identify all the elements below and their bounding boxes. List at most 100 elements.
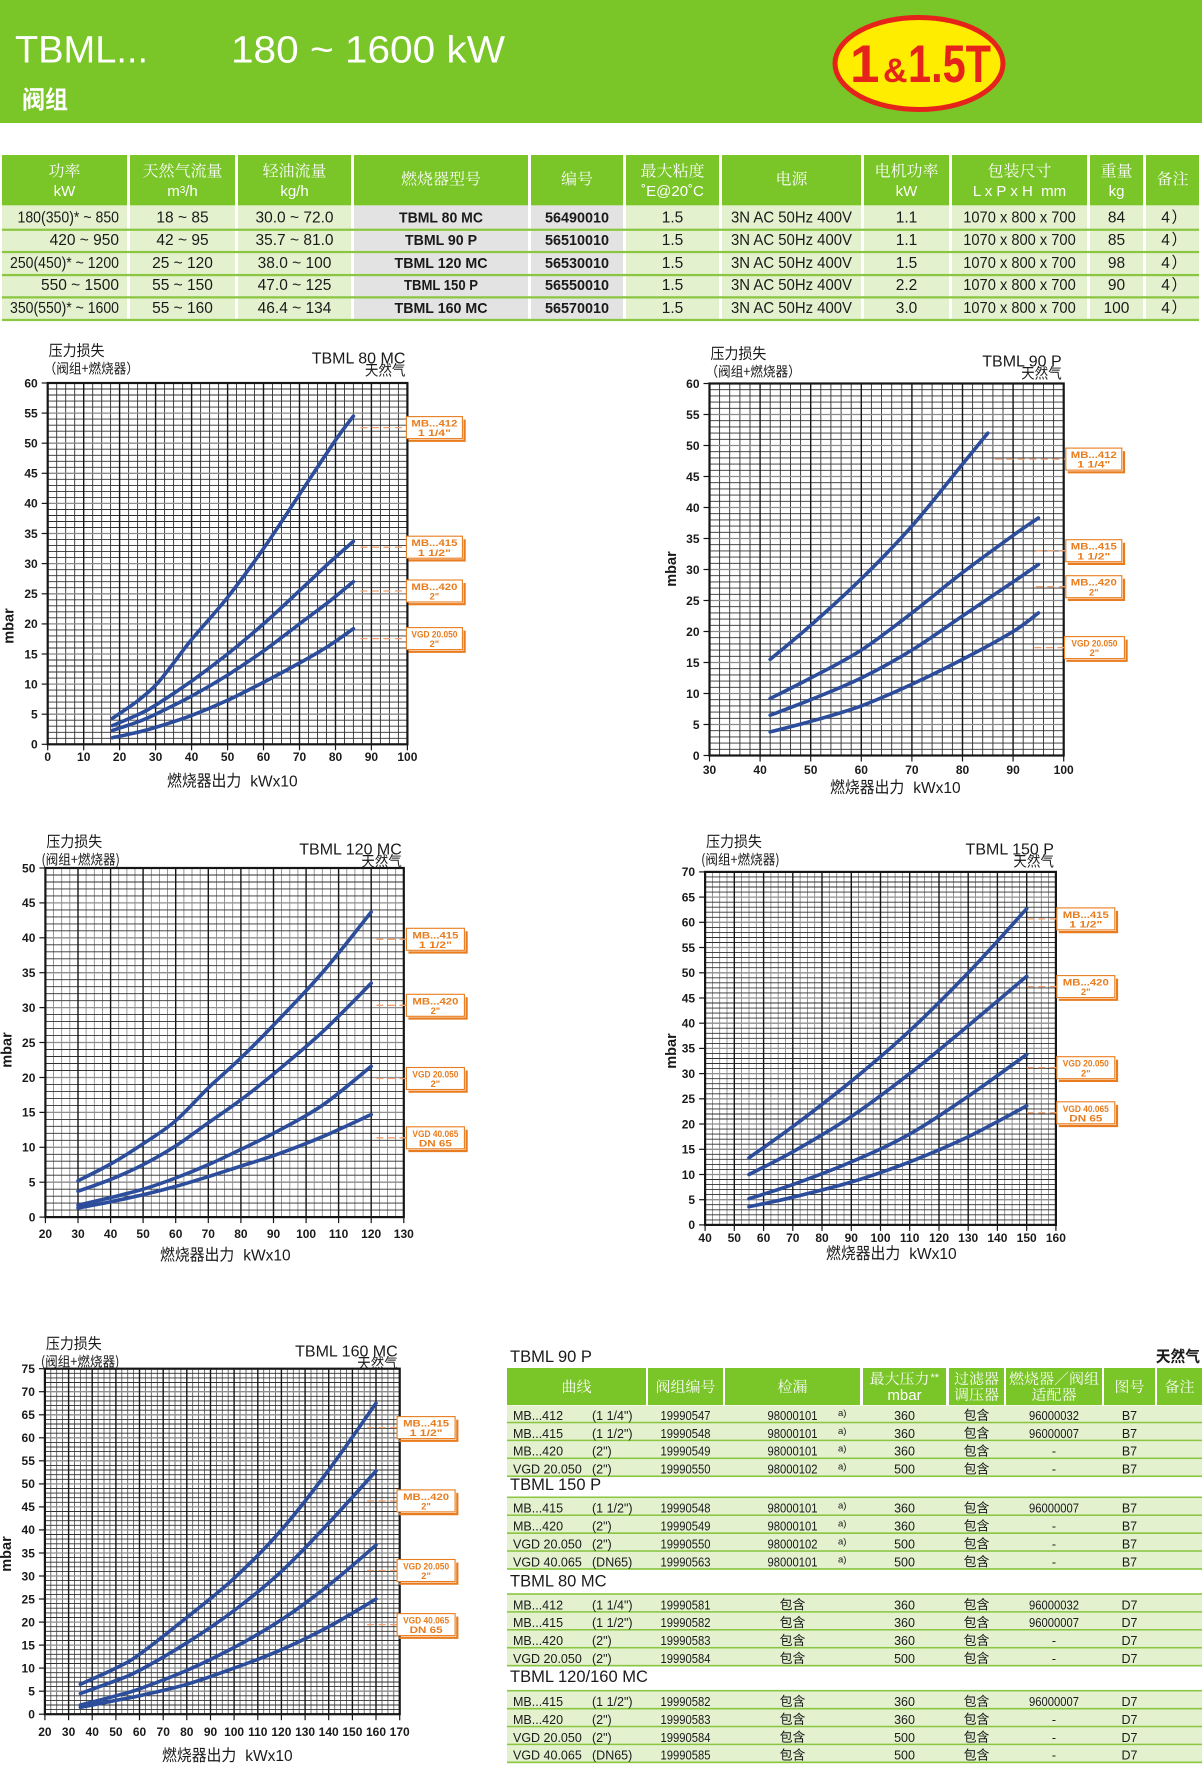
svg-text:10: 10 <box>22 1661 36 1675</box>
svg-text:MB...412: MB...412 <box>411 419 457 429</box>
svg-text:70: 70 <box>157 1725 171 1739</box>
svg-text:100: 100 <box>296 1227 316 1241</box>
svg-text:(2"): (2") <box>592 1445 612 1459</box>
svg-text:MB...420: MB...420 <box>403 1492 449 1502</box>
svg-text:19990584: 19990584 <box>661 1652 711 1666</box>
svg-text:110: 110 <box>329 1227 349 1241</box>
svg-text:MB...420: MB...420 <box>513 1520 563 1534</box>
svg-text:1 1/2": 1 1/2" <box>1069 920 1102 930</box>
svg-text:19990549: 19990549 <box>661 1445 711 1459</box>
svg-text:-: - <box>1052 1520 1056 1534</box>
svg-text:90: 90 <box>1108 277 1126 294</box>
svg-text:&: & <box>883 52 908 90</box>
svg-text:B7: B7 <box>1122 1427 1137 1441</box>
svg-text:TBML 90 P: TBML 90 P <box>405 232 477 249</box>
svg-text:47.0 ~ 125: 47.0 ~ 125 <box>258 277 332 294</box>
svg-text:98000102: 98000102 <box>768 1537 818 1551</box>
svg-text:150: 150 <box>1017 1231 1037 1245</box>
svg-text:1 1/2": 1 1/2" <box>418 548 451 558</box>
svg-text:98000101: 98000101 <box>768 1502 818 1516</box>
svg-text:MB...420: MB...420 <box>1063 978 1109 988</box>
svg-text:kWx10: kWx10 <box>250 774 298 791</box>
svg-text:-: - <box>1052 1652 1056 1666</box>
svg-text:60: 60 <box>682 916 696 930</box>
svg-text:a): a) <box>838 1501 846 1512</box>
svg-text:-: - <box>1052 1731 1056 1745</box>
svg-text:kW: kW <box>54 183 77 200</box>
svg-text:96000007: 96000007 <box>1029 1616 1079 1630</box>
svg-text:110: 110 <box>248 1725 268 1739</box>
svg-text:B7: B7 <box>1122 1555 1137 1569</box>
svg-text:1 1/2": 1 1/2" <box>1077 551 1110 561</box>
svg-text:70: 70 <box>202 1227 216 1241</box>
svg-text:2": 2" <box>1081 987 1091 997</box>
svg-text:3N AC 50Hz 400V: 3N AC 50Hz 400V <box>731 255 853 272</box>
svg-text:40: 40 <box>682 1017 696 1031</box>
svg-text:VGD 20.050: VGD 20.050 <box>1071 639 1117 649</box>
svg-text:3.0: 3.0 <box>896 300 918 317</box>
svg-text:100: 100 <box>870 1231 890 1245</box>
svg-text:20: 20 <box>39 1227 53 1241</box>
svg-text:a): a) <box>838 1554 846 1565</box>
svg-text:1.5: 1.5 <box>896 255 918 272</box>
svg-text:MB...415: MB...415 <box>513 1616 563 1630</box>
svg-text:kg/h: kg/h <box>280 183 308 200</box>
svg-text:10: 10 <box>22 1141 36 1155</box>
svg-text:19990583: 19990583 <box>661 1713 711 1727</box>
svg-text:19990583: 19990583 <box>661 1634 711 1648</box>
svg-text:19990550: 19990550 <box>661 1537 711 1551</box>
svg-text:170: 170 <box>390 1725 410 1739</box>
svg-text:MB...415: MB...415 <box>513 1502 563 1516</box>
svg-text:3N AC 50Hz 400V: 3N AC 50Hz 400V <box>731 232 853 249</box>
svg-text:m3/h: m3/h <box>167 183 198 200</box>
svg-text:B7: B7 <box>1122 1445 1137 1459</box>
svg-text:55: 55 <box>22 1454 36 1468</box>
svg-text:46.4 ~ 134: 46.4 ~ 134 <box>258 300 332 317</box>
svg-text:70: 70 <box>905 763 919 777</box>
svg-text:a): a) <box>838 1536 846 1547</box>
svg-text:30: 30 <box>22 1001 36 1015</box>
svg-text:50: 50 <box>22 1477 36 1491</box>
svg-text:98000101: 98000101 <box>768 1427 818 1441</box>
svg-text:65: 65 <box>22 1408 36 1422</box>
svg-text:420 ~ 950: 420 ~ 950 <box>50 232 120 249</box>
svg-text:19990582: 19990582 <box>661 1616 711 1630</box>
svg-text:4: 4 <box>1161 300 1170 317</box>
svg-text:80: 80 <box>815 1231 829 1245</box>
svg-text:180(350)* ~ 850: 180(350)* ~ 850 <box>18 210 120 227</box>
svg-text:15: 15 <box>22 1638 36 1652</box>
svg-text:1070 x 800 x 700: 1070 x 800 x 700 <box>963 255 1076 272</box>
svg-text:MB...415: MB...415 <box>412 930 458 940</box>
svg-text:56490010: 56490010 <box>545 210 609 227</box>
svg-text:-: - <box>1052 1537 1056 1551</box>
svg-text:0: 0 <box>688 1218 695 1232</box>
svg-text:50: 50 <box>22 861 36 875</box>
svg-text:mbar: mbar <box>2 608 18 644</box>
svg-text:45: 45 <box>22 896 36 910</box>
svg-text:56570010: 56570010 <box>545 300 609 317</box>
svg-text:4: 4 <box>1161 277 1170 294</box>
svg-text:(1 1/2"): (1 1/2") <box>592 1427 633 1441</box>
svg-text:10: 10 <box>77 750 91 764</box>
svg-text:(1 1/4"): (1 1/4") <box>592 1409 633 1423</box>
svg-text:360: 360 <box>894 1520 915 1534</box>
svg-text:VGD 20.050: VGD 20.050 <box>513 1463 582 1477</box>
svg-text:TBML 150 P: TBML 150 P <box>966 842 1054 859</box>
svg-text:19990550: 19990550 <box>661 1463 711 1477</box>
svg-text:19990549: 19990549 <box>661 1520 711 1534</box>
svg-text:40: 40 <box>22 931 36 945</box>
svg-text:140: 140 <box>987 1231 1007 1245</box>
svg-text:1.1: 1.1 <box>896 210 918 227</box>
svg-text:120: 120 <box>361 1227 381 1241</box>
svg-text:kW: kW <box>896 183 919 200</box>
svg-text:550 ~ 1500: 550 ~ 1500 <box>41 277 119 294</box>
svg-text:0: 0 <box>31 738 38 752</box>
svg-text:120: 120 <box>929 1231 949 1245</box>
svg-text:65: 65 <box>682 890 696 904</box>
svg-text:35.7 ~ 81.0: 35.7 ~ 81.0 <box>256 232 334 249</box>
svg-text:10: 10 <box>682 1168 696 1182</box>
svg-text:160: 160 <box>1046 1231 1066 1245</box>
svg-text:130: 130 <box>958 1231 978 1245</box>
svg-text:30: 30 <box>149 750 163 764</box>
svg-text:MB...420: MB...420 <box>1071 578 1117 588</box>
